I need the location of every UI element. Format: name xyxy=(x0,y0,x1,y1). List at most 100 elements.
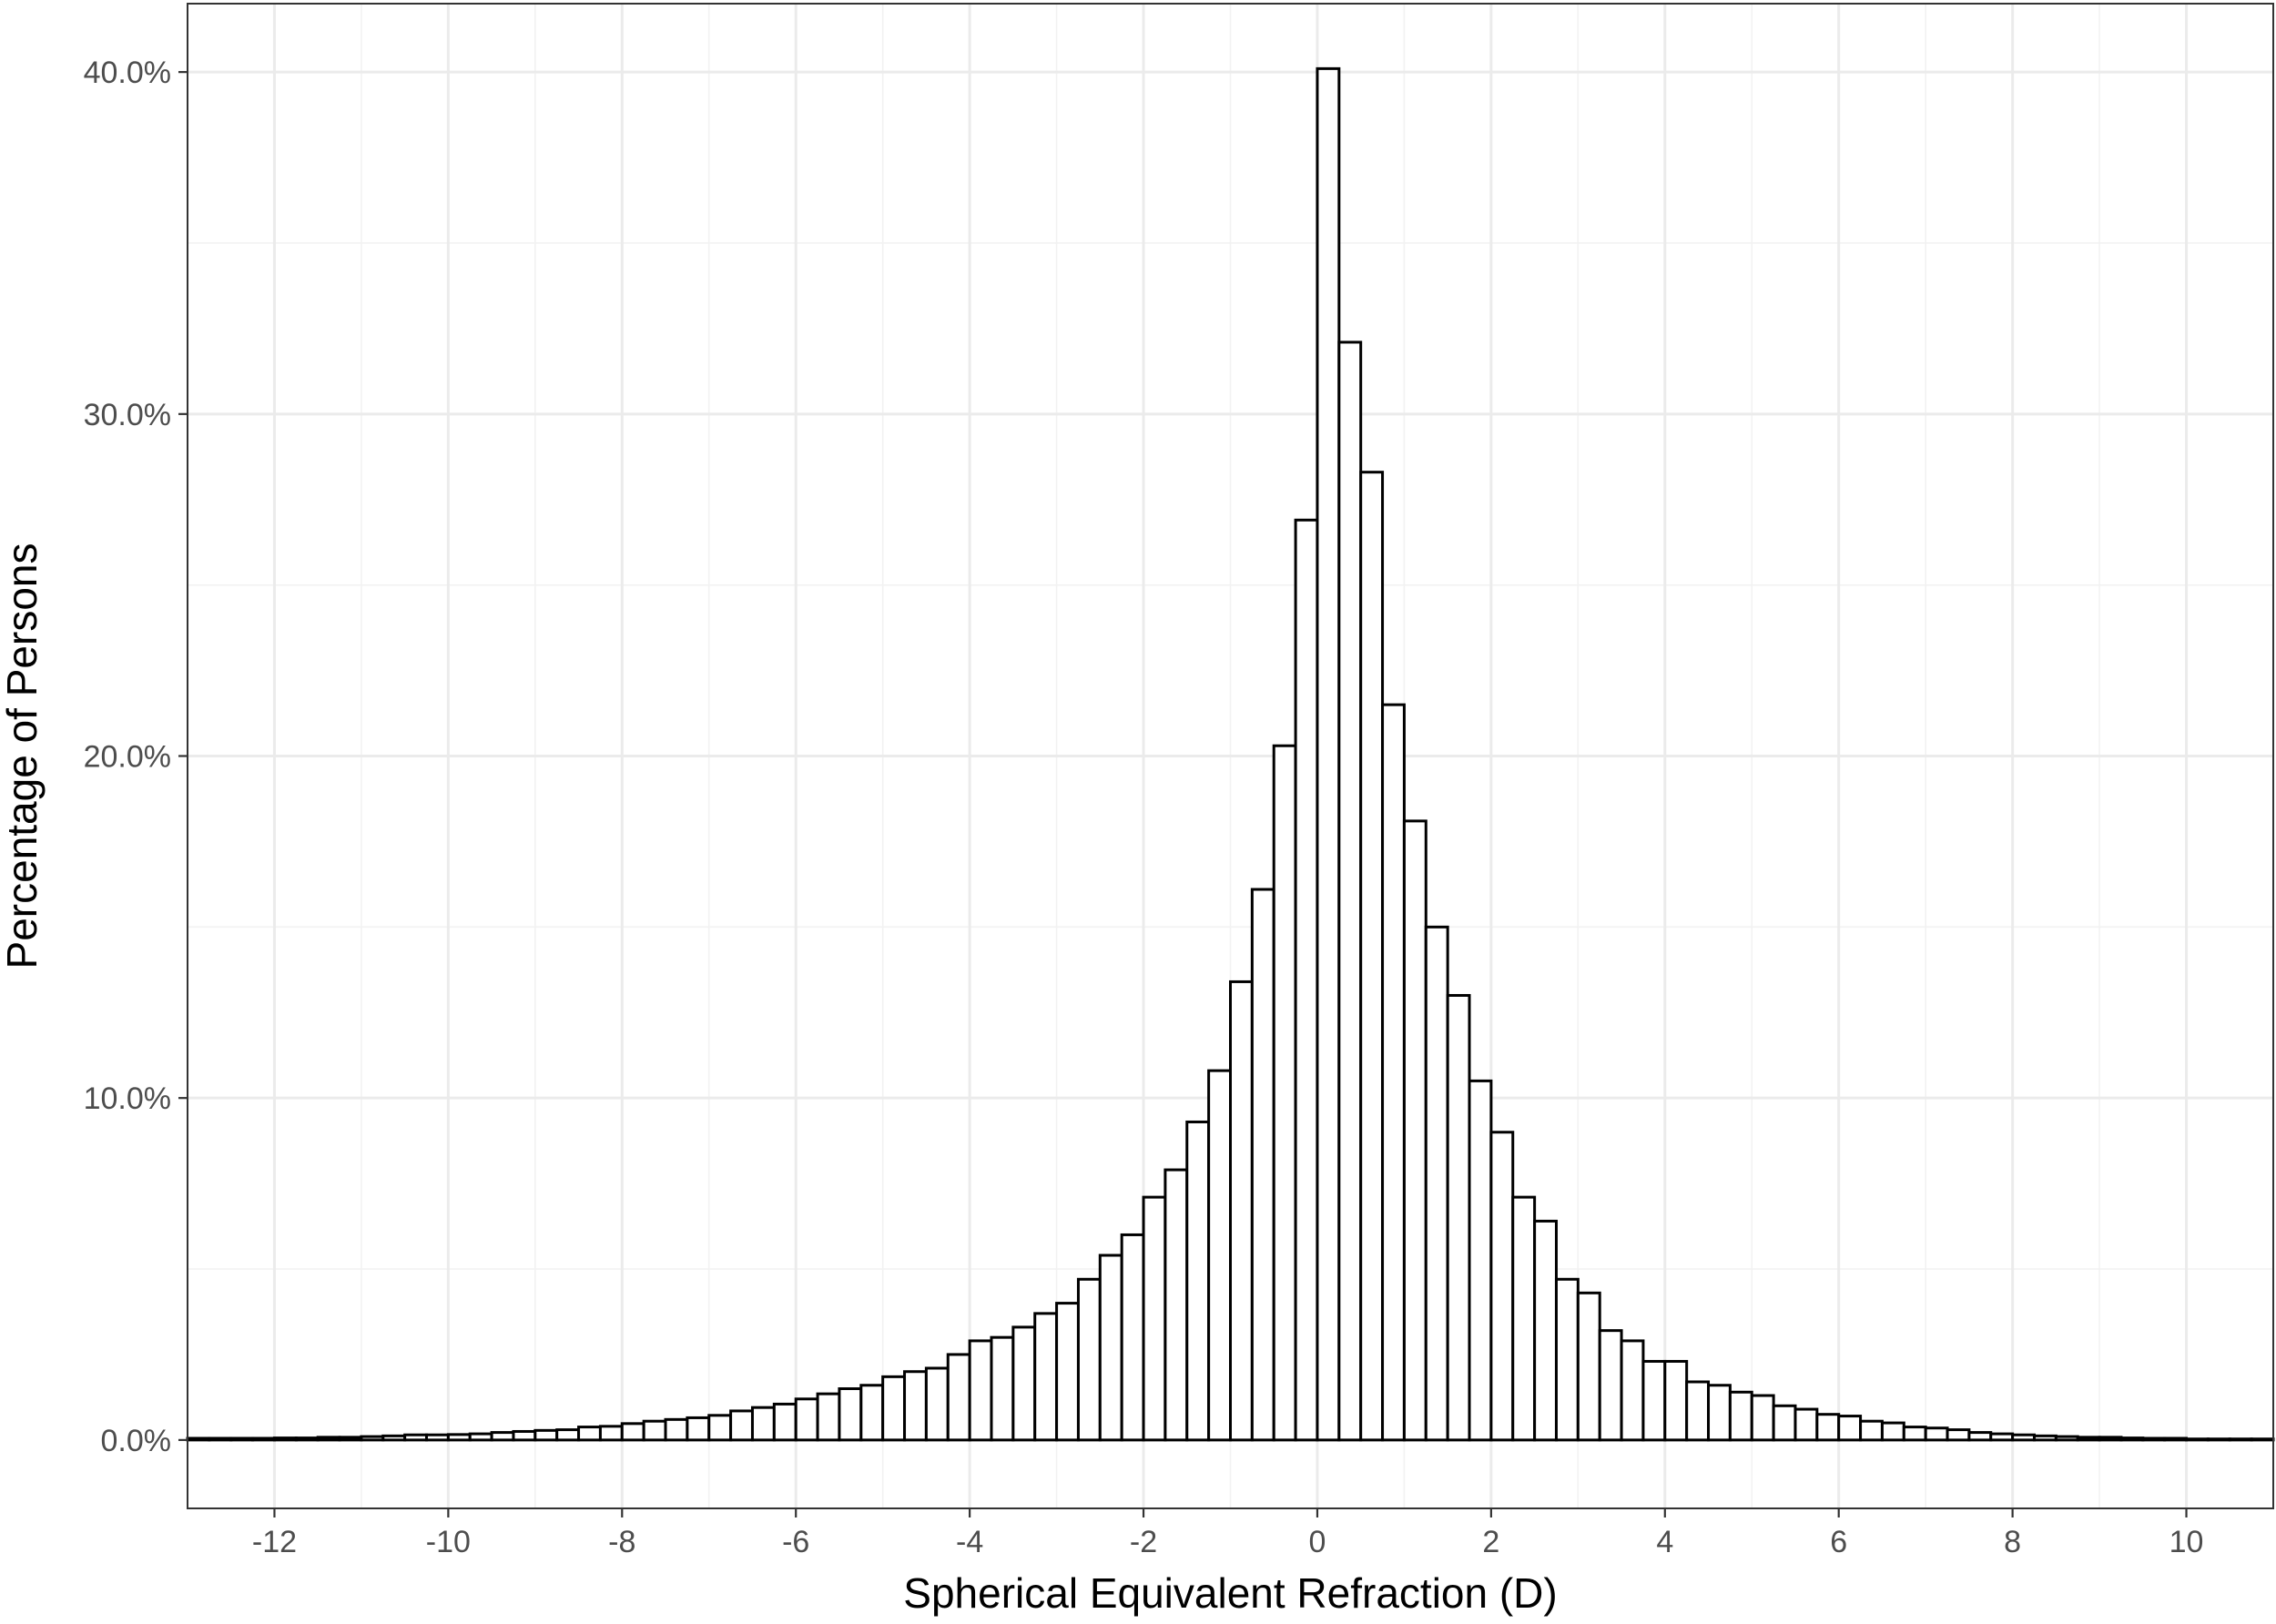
histogram-bar xyxy=(294,1436,320,1442)
histogram-bar xyxy=(2163,1436,2189,1442)
histogram-bar xyxy=(838,1387,863,1442)
histogram-bar xyxy=(468,1432,493,1442)
histogram-bar xyxy=(2011,1433,2036,1442)
x-axis-title: Spherical Equivalent Refraction (D) xyxy=(903,1569,1557,1617)
histogram-bar xyxy=(968,1339,993,1442)
histogram-bar xyxy=(1859,1419,1884,1442)
x-tick-label: 8 xyxy=(2004,1525,2021,1559)
histogram-bar xyxy=(990,1335,1015,1442)
histogram-bar xyxy=(1359,471,1385,1442)
histogram-bar xyxy=(2098,1436,2123,1442)
histogram-bar xyxy=(1598,1329,1623,1442)
histogram-bar xyxy=(1620,1339,1645,1442)
histogram-bar xyxy=(1446,993,1471,1442)
x-tick-label: -10 xyxy=(426,1525,471,1559)
histogram-bar xyxy=(2076,1436,2101,1442)
histogram-bar xyxy=(229,1436,255,1442)
histogram-bar xyxy=(338,1436,363,1442)
histogram-bar xyxy=(750,1406,776,1442)
x-tick-label: 10 xyxy=(2169,1525,2204,1559)
histogram-bar xyxy=(1402,819,1428,1442)
histogram-bar xyxy=(360,1435,385,1442)
histogram-bar xyxy=(446,1433,472,1442)
histogram-bar xyxy=(1316,66,1341,1442)
histogram-bar xyxy=(1989,1432,2015,1442)
histogram-bar xyxy=(490,1431,515,1442)
histogram-bar xyxy=(186,1436,211,1442)
histogram-bar xyxy=(2032,1434,2058,1442)
x-tick-label: -4 xyxy=(956,1525,983,1559)
y-tick-label: 0.0% xyxy=(101,1424,172,1458)
histogram-bar xyxy=(1554,1277,1580,1442)
histogram-bar xyxy=(1011,1325,1037,1442)
histogram-bar xyxy=(1533,1219,1558,1442)
histogram-bar xyxy=(1098,1254,1123,1442)
histogram-bar xyxy=(664,1417,689,1442)
histogram-bar xyxy=(381,1434,407,1442)
y-tick-label: 30.0% xyxy=(84,398,171,432)
histogram-bar xyxy=(1076,1277,1102,1442)
histogram-bar xyxy=(1772,1404,1797,1442)
histogram-bar xyxy=(1120,1233,1145,1442)
histogram-bar xyxy=(1337,340,1363,1442)
histogram-bar xyxy=(1163,1168,1189,1442)
histogram-bar xyxy=(1033,1312,1059,1442)
x-tick-label: -6 xyxy=(782,1525,809,1559)
histogram-bar xyxy=(1924,1426,1949,1442)
histogram-bar xyxy=(1272,744,1297,1442)
histogram-bar xyxy=(946,1353,971,1442)
histogram-bar xyxy=(208,1436,233,1442)
histogram-bar xyxy=(1880,1421,1905,1442)
histogram-bar xyxy=(2206,1437,2231,1442)
y-tick-label: 40.0% xyxy=(84,56,171,90)
histogram-bar xyxy=(1055,1302,1080,1442)
histogram-bar xyxy=(1815,1413,1841,1442)
histogram-bar xyxy=(2228,1437,2253,1442)
histogram-bar xyxy=(425,1433,450,1442)
histogram-bar xyxy=(1641,1359,1667,1442)
histogram-bar xyxy=(772,1402,798,1442)
histogram-bar xyxy=(642,1419,667,1442)
histogram-bar xyxy=(686,1416,711,1442)
histogram-bar xyxy=(1728,1390,1753,1442)
histogram-bar xyxy=(1489,1131,1515,1442)
histogram-bar xyxy=(1967,1431,1993,1442)
x-axis: -12 -10 -8 -6 -4 -2 0 2 4 6 8 10 xyxy=(252,1508,2204,1559)
histogram-bar xyxy=(794,1397,819,1442)
histogram-bar xyxy=(924,1366,950,1442)
x-tick-label: -2 xyxy=(1130,1525,1157,1559)
x-tick-label: 0 xyxy=(1308,1525,1326,1559)
histogram-bar xyxy=(1946,1428,1971,1442)
histogram-bar xyxy=(1663,1359,1689,1442)
histogram-bar xyxy=(1511,1195,1537,1442)
histogram-bar xyxy=(316,1436,341,1442)
y-tick-label: 10.0% xyxy=(84,1081,171,1116)
histogram-bar xyxy=(512,1429,537,1442)
histogram-bar xyxy=(1185,1120,1211,1442)
y-tick-label: 20.0% xyxy=(84,740,171,775)
histogram-bar xyxy=(1750,1394,1775,1442)
histogram-bar xyxy=(403,1433,429,1442)
x-tick-label: 4 xyxy=(1656,1525,1673,1559)
histogram-bar xyxy=(577,1426,602,1442)
histogram-bar xyxy=(2119,1436,2145,1442)
histogram-bar xyxy=(1229,979,1254,1442)
bars xyxy=(186,66,2275,1442)
histogram-bar xyxy=(1576,1291,1601,1442)
histogram-bar xyxy=(707,1414,733,1442)
histogram-bar xyxy=(555,1428,581,1442)
histogram-bar xyxy=(620,1422,645,1442)
histogram-bar xyxy=(2250,1437,2275,1442)
histogram-bar xyxy=(1424,925,1449,1442)
histogram-bar xyxy=(272,1436,298,1442)
histogram-bar xyxy=(533,1428,559,1442)
histogram-bar xyxy=(2185,1437,2210,1442)
histogram-bar xyxy=(1142,1195,1167,1442)
histogram-bar xyxy=(881,1375,907,1442)
y-axis-title: Percentage of Persons xyxy=(0,543,46,969)
histogram-bar xyxy=(1207,1069,1232,1442)
histogram-bar xyxy=(1793,1407,1819,1442)
histogram-bar xyxy=(1381,703,1406,1442)
x-tick-label: -12 xyxy=(252,1525,297,1559)
